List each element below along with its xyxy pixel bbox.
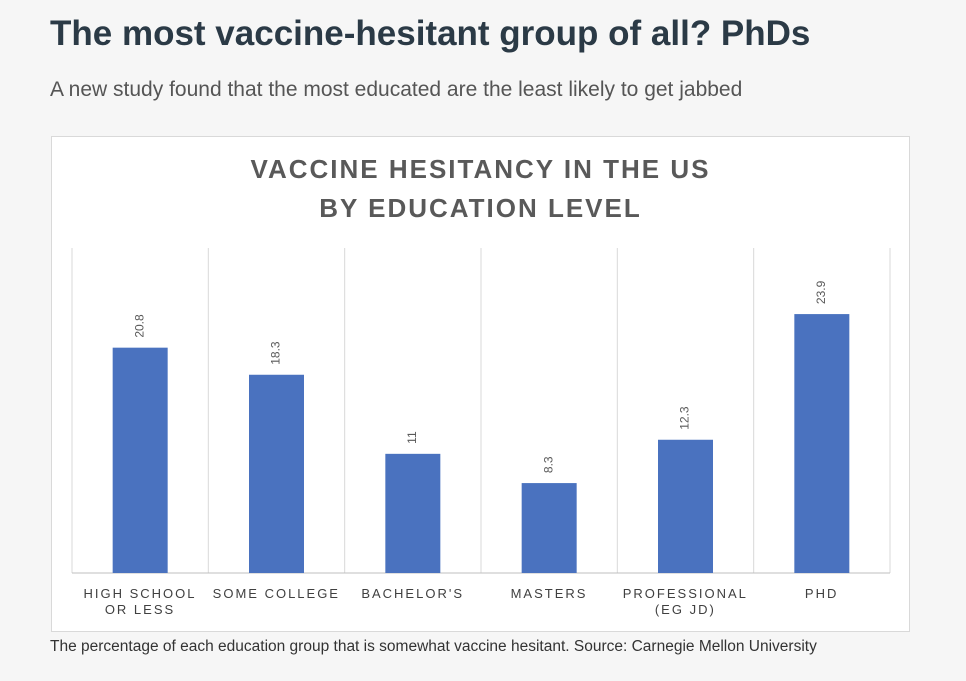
bar [794,314,850,573]
value-label: 12.3 [678,406,692,430]
x-tick-label: PHD [804,586,839,601]
bar [385,453,441,573]
bar [112,347,168,573]
value-label: 8.3 [541,456,555,473]
x-tick-label: MASTERS [510,586,588,601]
x-tick-label: PROFESSIONAL (EG JD) [622,586,748,617]
caption: The percentage of each education group t… [50,638,817,655]
x-tick-label: HIGH SCHOOL OR LESS [83,586,197,617]
headline: The most vaccine-hesitant group of all? … [50,14,811,53]
x-tick-label: BACHELOR'S [361,586,464,601]
bar [658,439,713,573]
value-label: 23.9 [814,280,828,304]
bar [249,374,304,573]
subtitle: A new study found that the most educated… [50,78,743,101]
value-label: 18.3 [269,341,283,365]
bar [521,483,577,573]
chart-title: VACCINE HESITANCY IN THE US BY EDUCATION… [250,154,711,223]
value-label: 20.8 [132,314,146,338]
value-label: 11 [405,431,419,444]
x-tick-label: SOME COLLEGE [212,586,340,601]
